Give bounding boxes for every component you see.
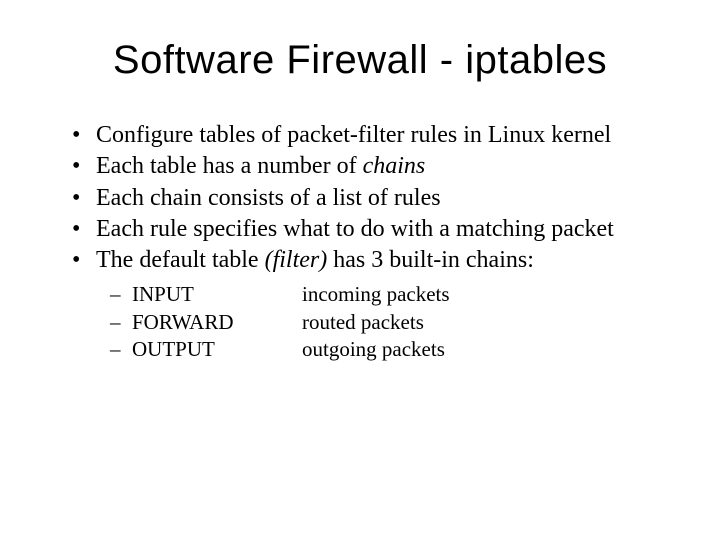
bullet-item: Each table has a number of chains [96, 152, 660, 181]
bullet-list: Configure tables of packet-filter rules … [60, 121, 660, 363]
chain-sublist: INPUT incoming packets FORWARD routed pa… [96, 281, 660, 363]
bullet-item: Each chain consists of a list of rules [96, 184, 660, 213]
bullet-emphasis: chains [363, 153, 426, 179]
chain-desc: incoming packets [302, 281, 450, 308]
slide-title: Software Firewall - iptables [60, 38, 660, 83]
chain-desc: routed packets [302, 309, 424, 336]
bullet-text: has 3 built-in chains: [327, 247, 534, 273]
chain-row: OUTPUT outgoing packets [132, 336, 660, 363]
bullet-item: Configure tables of packet-filter rules … [96, 121, 660, 150]
bullet-emphasis: (filter) [265, 247, 328, 273]
chain-name: INPUT [132, 281, 302, 308]
chain-row: INPUT incoming packets [132, 281, 660, 308]
bullet-item: The default table (filter) has 3 built-i… [96, 246, 660, 363]
chain-desc: outgoing packets [302, 336, 445, 363]
chain-row: FORWARD routed packets [132, 309, 660, 336]
bullet-text: Each table has a number of [96, 153, 363, 179]
bullet-item: Each rule specifies what to do with a ma… [96, 215, 660, 244]
bullet-text: The default table [96, 247, 265, 273]
chain-name: OUTPUT [132, 336, 302, 363]
chain-name: FORWARD [132, 309, 302, 336]
